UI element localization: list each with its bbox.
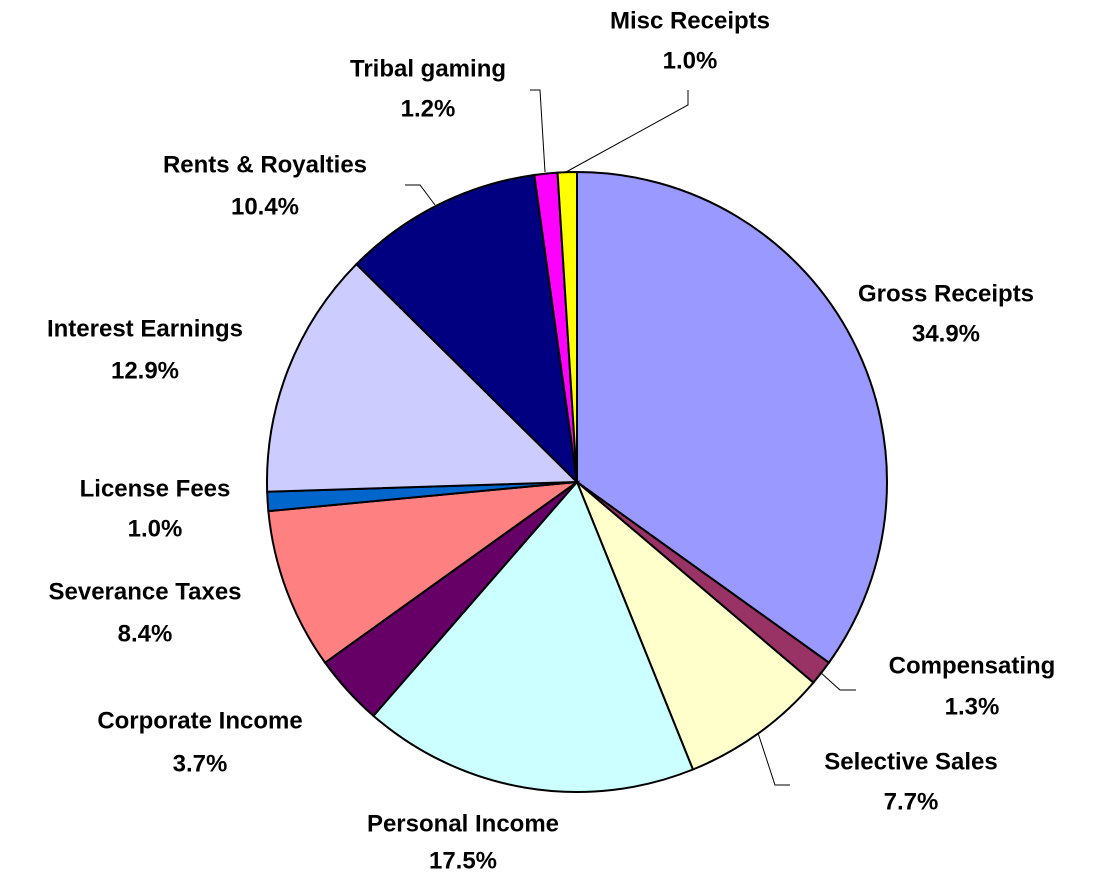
slice-label: Gross Receipts: [858, 280, 1034, 307]
slice-label: License Fees: [80, 475, 231, 502]
pie-slice: [576, 170, 888, 665]
slice-value-label: 3.7%: [173, 750, 228, 777]
leader-line: [405, 184, 436, 206]
pie-slice: [266, 262, 580, 493]
slice-label: Corporate Income: [97, 707, 302, 734]
slice-label: Tribal gaming: [350, 55, 506, 82]
leader-line: [757, 732, 790, 786]
slice-label: Severance Taxes: [48, 578, 241, 605]
slice-value-label: 7.7%: [884, 788, 939, 815]
slice-value-label: 10.4%: [231, 193, 299, 220]
slice-label: Misc Receipts: [610, 7, 770, 34]
pie-slice: [355, 173, 579, 485]
slice-value-label: 17.5%: [429, 847, 497, 874]
slice-value-label: 12.9%: [111, 357, 179, 384]
leader-line: [565, 90, 689, 173]
slice-value-label: 34.9%: [912, 320, 980, 347]
slice-label: Selective Sales: [824, 748, 997, 775]
leader-line: [819, 671, 856, 691]
slice-value-label: 1.0%: [128, 515, 183, 542]
slice-label: Interest Earnings: [47, 315, 243, 342]
slice-value-label: 1.3%: [945, 693, 1000, 720]
slice-label: Compensating: [889, 652, 1056, 679]
pie-slice: [372, 480, 695, 793]
slice-label: Rents & Royalties: [163, 151, 367, 178]
slice-value-label: 1.0%: [663, 47, 718, 74]
leader-line: [530, 89, 546, 173]
slice-value-label: 8.4%: [118, 620, 173, 647]
slice-label: Personal Income: [367, 810, 559, 837]
slice-value-label: 1.2%: [401, 95, 456, 122]
pie-slice: [556, 170, 578, 483]
pie-slice: [267, 480, 581, 665]
